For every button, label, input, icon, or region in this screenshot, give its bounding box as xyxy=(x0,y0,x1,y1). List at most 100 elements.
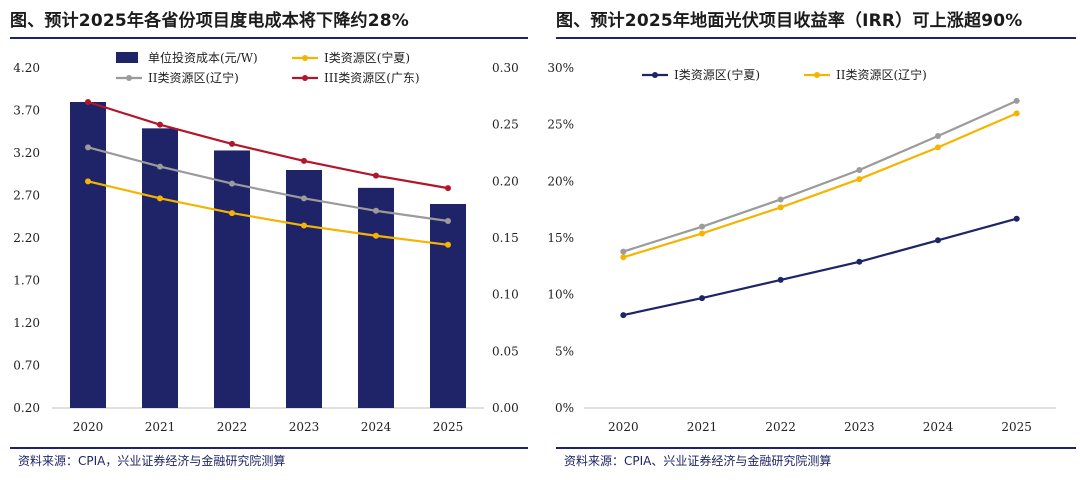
series-point-1 xyxy=(301,222,307,229)
bar-unit-investment-cost xyxy=(214,150,250,408)
left-y-tick-label: 0.70 xyxy=(13,359,40,373)
legend-label-3: II类资源区(辽宁) xyxy=(148,70,239,85)
series-point-2 xyxy=(373,207,379,214)
right-y-tick-label: 0.15 xyxy=(492,231,519,245)
irr-point-1 xyxy=(620,312,627,319)
x-tick-label: 2025 xyxy=(433,420,464,434)
x-tick-label: 2024 xyxy=(923,420,954,434)
irr-point-3 xyxy=(856,167,863,173)
irr-point-3 xyxy=(1013,97,1020,104)
left-y-tick-label: 2.20 xyxy=(13,231,40,245)
x-tick-label: 2022 xyxy=(217,420,248,434)
x-tick-label: 2022 xyxy=(765,420,796,434)
irr-point-1 xyxy=(935,237,941,244)
irr-point-2 xyxy=(856,176,863,183)
legend-swatch-bar xyxy=(116,52,138,63)
series-line-2 xyxy=(87,146,449,223)
left-y-tick-label: 2.70 xyxy=(13,189,40,203)
bar-unit-investment-cost xyxy=(142,128,178,408)
irr-point-2 xyxy=(1013,110,1020,117)
series-point-2 xyxy=(85,144,91,151)
legend-label-1: I类资源区(宁夏) xyxy=(674,67,760,82)
y-tick-label: 15% xyxy=(547,231,574,245)
x-tick-label: 2023 xyxy=(844,420,875,434)
irr-point-2 xyxy=(699,230,705,237)
irr-line-3 xyxy=(623,99,1018,253)
y-tick-label: 0% xyxy=(555,401,574,415)
irr-line-2 xyxy=(623,112,1018,259)
irr-point-1 xyxy=(1013,215,1020,222)
series-point-2 xyxy=(301,195,307,202)
left-chart-panel: 图、预计2025年各省份项目度电成本将下降约28% 0.20 0.70 1.20 1.… xyxy=(0,0,532,480)
irr-chart: 0% 5% 10% 15% 20% 25% 30% 2020 2021 2022 2023 2024 2… xyxy=(547,61,1056,434)
bar-unit-investment-cost xyxy=(358,187,394,408)
right-y-tick-label: 0.30 xyxy=(492,61,519,75)
legend-swatch-dot xyxy=(126,75,132,81)
series-point-2 xyxy=(157,163,163,170)
series-point-3 xyxy=(373,172,379,179)
irr-point-2 xyxy=(935,144,941,151)
legend-swatch-dot xyxy=(302,75,308,81)
irr-point-1 xyxy=(777,276,784,283)
series-point-1 xyxy=(445,241,451,248)
y-tick-label: 25% xyxy=(547,118,574,132)
series-point-1 xyxy=(157,195,163,202)
irr-point-2 xyxy=(620,254,627,261)
left-y-tick-label: 3.20 xyxy=(13,146,40,160)
series-point-1 xyxy=(85,178,91,185)
left-chart-title: 图、预计2025年各省份项目度电成本将下降约28% xyxy=(10,11,410,31)
right-chart-title: 图、预计2025年地面光伏项目收益率（IRR）可上涨超90% xyxy=(556,11,1023,31)
bar-unit-investment-cost xyxy=(70,102,106,408)
right-y-tick-label: 0.05 xyxy=(492,344,519,358)
cost-chart: 0.20 0.70 1.20 1.70 2.20 2.70 3.20 3.70 4.20 0.00… xyxy=(13,50,519,434)
right-y-tick-label: 0.25 xyxy=(492,118,519,132)
irr-point-3 xyxy=(777,196,784,203)
left-source-note: 资料来源：CPIA，兴业证券经济与金融研究院测算 xyxy=(18,454,286,468)
right-y-tick-label: 0.10 xyxy=(492,288,519,302)
irr-point-1 xyxy=(856,258,863,265)
legend-label-2: II类资源区(辽宁) xyxy=(836,67,927,82)
x-tick-label: 2024 xyxy=(361,420,392,434)
x-tick-label: 2021 xyxy=(687,420,718,434)
left-y-tick-label: 1.70 xyxy=(13,274,40,288)
irr-point-3 xyxy=(699,223,705,230)
left-footer-rule xyxy=(10,447,528,449)
legend-label-4: III类资源区(广东) xyxy=(324,71,420,85)
series-line-3 xyxy=(87,100,449,190)
x-tick-label: 2021 xyxy=(145,420,176,434)
bar-unit-investment-cost xyxy=(430,204,466,408)
left-title-rule xyxy=(10,37,528,39)
irr-point-1 xyxy=(699,295,705,302)
left-y-tick-label: 0.20 xyxy=(13,401,40,415)
x-tick-label: 2025 xyxy=(1001,420,1032,434)
right-y-tick-label: 0.20 xyxy=(492,174,519,188)
left-y-tick-label: 4.20 xyxy=(13,61,40,75)
series-point-3 xyxy=(229,140,235,147)
legend-label-2: I类资源区(宁夏) xyxy=(324,50,410,65)
series-point-2 xyxy=(229,180,235,187)
y-tick-label: 10% xyxy=(547,288,574,302)
right-title-rule xyxy=(556,37,1076,39)
irr-line-1 xyxy=(623,217,1017,317)
series-point-3 xyxy=(301,157,307,164)
x-tick-label: 2020 xyxy=(73,420,104,434)
y-tick-label: 30% xyxy=(547,61,574,75)
series-point-3 xyxy=(85,99,91,105)
irr-point-3 xyxy=(935,133,941,139)
left-y-tick-label: 3.70 xyxy=(13,104,40,118)
right-footer-rule xyxy=(556,447,1076,449)
right-source-note: 资料来源：CPIA、兴业证券经济与金融研究院测算 xyxy=(564,454,832,468)
bar-unit-investment-cost xyxy=(286,170,322,408)
irr-point-2 xyxy=(777,204,784,211)
x-tick-label: 2023 xyxy=(289,420,320,434)
left-y-tick-label: 1.20 xyxy=(13,316,40,330)
legend-label-1: 单位投资成本(元/W) xyxy=(148,50,258,65)
legend-swatch-dot xyxy=(652,72,658,78)
y-tick-label: 20% xyxy=(547,174,574,188)
series-point-3 xyxy=(157,121,163,128)
right-chart-panel: 图、预计2025年地面光伏项目收益率（IRR）可上涨超90% 0% 5% 10% 15… xyxy=(546,0,1080,480)
x-tick-label: 2020 xyxy=(608,420,639,434)
irr-point-3 xyxy=(620,248,627,255)
series-point-3 xyxy=(445,185,451,192)
legend-swatch-dot xyxy=(814,72,820,78)
